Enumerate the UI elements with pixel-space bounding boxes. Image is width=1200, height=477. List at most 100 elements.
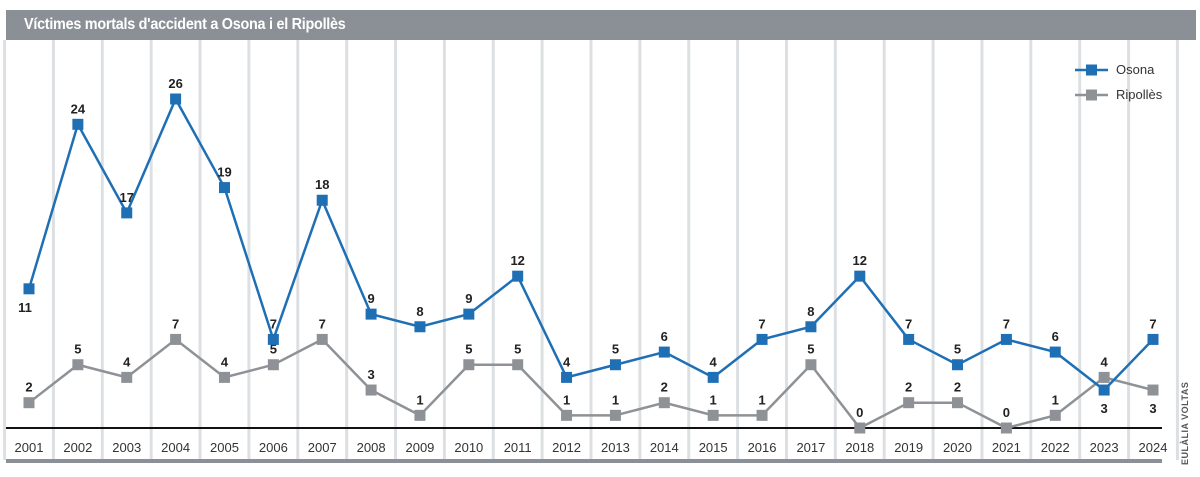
data-point <box>756 409 768 421</box>
data-label: 0 <box>1003 405 1010 420</box>
data-label: 4 <box>123 354 131 369</box>
x-tick-label: 2001 <box>15 440 44 455</box>
data-label: 12 <box>510 253 524 268</box>
data-label: 1 <box>1052 392 1059 407</box>
x-tick-label: 2023 <box>1090 440 1119 455</box>
data-point <box>903 333 915 345</box>
x-tick-label: 2008 <box>357 440 386 455</box>
data-label: 18 <box>315 177 329 192</box>
x-tick-label: 2010 <box>454 440 483 455</box>
data-label: 4 <box>1101 354 1109 369</box>
data-point <box>609 409 621 421</box>
photo-credit: EULÀLIA VOLTAS <box>1180 381 1190 465</box>
data-point <box>952 359 964 371</box>
data-point <box>609 359 621 371</box>
x-tick-label: 2018 <box>845 440 874 455</box>
data-label: 4 <box>563 354 571 369</box>
data-point <box>756 333 768 345</box>
data-label: 1 <box>563 392 570 407</box>
x-tick-label: 2002 <box>63 440 92 455</box>
data-point <box>72 118 84 130</box>
data-label: 26 <box>168 76 182 91</box>
series-line-osona <box>27 96 1154 392</box>
data-point <box>316 333 328 345</box>
data-point <box>463 359 475 371</box>
x-tick-label: 2003 <box>112 440 141 455</box>
x-tick-label: 2007 <box>308 440 337 455</box>
data-label: 2 <box>25 380 32 395</box>
data-label: 3 <box>1101 401 1108 416</box>
data-point <box>218 371 230 383</box>
data-point <box>707 409 719 421</box>
data-point <box>1098 384 1110 396</box>
data-point <box>1098 371 1110 383</box>
x-tick-label: 2015 <box>699 440 728 455</box>
data-label: 12 <box>853 253 867 268</box>
data-label: 1 <box>612 392 619 407</box>
data-label: 2 <box>954 380 961 395</box>
data-label: 7 <box>1003 316 1010 331</box>
data-point <box>121 207 133 219</box>
legend-label: Ripollès <box>1116 87 1163 102</box>
x-tick-label: 2011 <box>504 440 532 455</box>
data-label: 4 <box>710 354 718 369</box>
data-label: 5 <box>74 342 81 357</box>
data-label: 7 <box>905 316 912 331</box>
data-point <box>170 333 182 345</box>
data-point <box>23 283 35 295</box>
x-tick-label: 2014 <box>650 440 679 455</box>
data-point <box>1049 346 1061 358</box>
data-point <box>121 371 133 383</box>
x-tick-label: 2021 <box>992 440 1021 455</box>
data-label: 5 <box>514 342 521 357</box>
data-label: 7 <box>1149 316 1156 331</box>
data-label: 4 <box>221 354 229 369</box>
data-point <box>23 397 35 409</box>
data-label: 6 <box>1052 329 1059 344</box>
data-point <box>805 321 817 333</box>
data-label: 19 <box>217 165 231 180</box>
data-label: 7 <box>319 316 326 331</box>
legend-label: Osona <box>1116 62 1155 77</box>
data-point <box>463 308 475 320</box>
data-point <box>72 359 84 371</box>
data-point <box>707 371 719 383</box>
x-tick-label: 2005 <box>210 440 239 455</box>
x-tick-label: 2016 <box>748 440 777 455</box>
data-label: 2 <box>661 380 668 395</box>
data-point <box>952 397 964 409</box>
x-tick-label: 2019 <box>894 440 923 455</box>
data-point <box>414 321 426 333</box>
data-label: 1 <box>416 392 423 407</box>
data-point <box>316 194 328 206</box>
data-point <box>1000 333 1012 345</box>
data-label: 24 <box>71 101 86 116</box>
data-label: 1 <box>758 392 765 407</box>
data-point <box>218 182 230 194</box>
data-point <box>854 270 866 282</box>
data-point <box>805 359 817 371</box>
data-label: 9 <box>465 291 472 306</box>
data-label: 11 <box>18 300 32 315</box>
legend-marker <box>1086 64 1097 76</box>
data-label: 7 <box>172 316 179 331</box>
data-label: 7 <box>270 316 277 331</box>
data-point <box>658 346 670 358</box>
data-label: 5 <box>807 342 814 357</box>
data-label: 3 <box>367 367 374 382</box>
data-point <box>1000 422 1012 434</box>
data-label: 7 <box>758 316 765 331</box>
data-label: 0 <box>856 405 863 420</box>
chart-title: Víctimes mortals d'accident a Osona i el… <box>24 16 346 33</box>
data-point <box>512 359 524 371</box>
data-point <box>1049 409 1061 421</box>
x-tick-label: 2022 <box>1041 440 1070 455</box>
data-point <box>512 270 524 282</box>
data-label: 3 <box>1149 401 1156 416</box>
data-point <box>267 359 279 371</box>
data-label: 1 <box>710 392 717 407</box>
data-point <box>1147 384 1159 396</box>
x-tick-label: 2013 <box>601 440 630 455</box>
x-tick-label: 2009 <box>405 440 434 455</box>
